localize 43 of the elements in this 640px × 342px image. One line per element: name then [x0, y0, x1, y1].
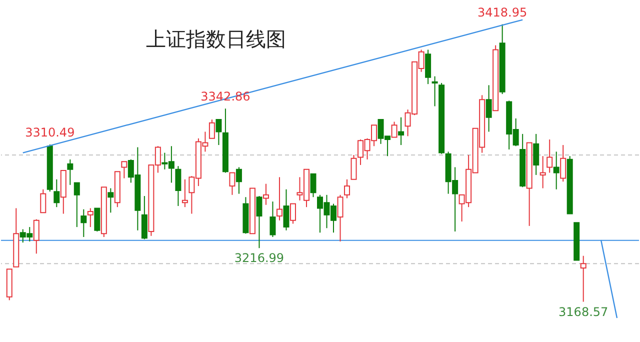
candlestick: [337, 194, 344, 242]
candlestick: [216, 119, 222, 146]
candlestick: [262, 183, 269, 206]
candlestick: [108, 188, 114, 214]
candlestick: [54, 178, 60, 208]
candlestick: [533, 133, 540, 176]
candlestick: [175, 166, 182, 206]
candlestick: [344, 178, 350, 199]
candlestick: [398, 116, 404, 146]
candlestick: [256, 196, 262, 249]
candlestick: [40, 188, 46, 214]
candlestick: [540, 156, 546, 189]
candlestick: [546, 138, 553, 174]
candlestick: [553, 151, 560, 190]
chart-title: 上证指数日线图: [146, 27, 286, 51]
candlestick: [290, 203, 296, 224]
candlestick: [182, 178, 188, 208]
annotation: 3310.49: [25, 125, 75, 140]
candlestick: [229, 172, 236, 196]
candlestick: [67, 158, 74, 186]
candlestick: [94, 208, 100, 232]
candlestick: [80, 208, 87, 238]
candlestick: [74, 182, 80, 228]
annotation: 3168.57: [558, 304, 608, 319]
candlestick: [208, 119, 215, 139]
candlestick: [87, 208, 94, 228]
candlestick: [432, 76, 438, 107]
candlestick: [236, 166, 242, 194]
candlestick: [121, 161, 128, 179]
candlestick: [276, 176, 282, 221]
candlestick: [560, 144, 566, 182]
candlestick: [350, 154, 357, 180]
candlestick: [391, 121, 398, 138]
candlestick: [425, 49, 432, 85]
candlestick: [141, 196, 148, 240]
annotation: 3418.95: [478, 5, 528, 20]
candlestick: [270, 201, 276, 238]
candlestick: [283, 188, 290, 231]
candlestick: [310, 173, 316, 198]
candlestick: [486, 84, 492, 132]
annotation: 3216.99: [234, 251, 284, 266]
candlestick: [580, 255, 586, 302]
candlestick: [33, 218, 40, 254]
